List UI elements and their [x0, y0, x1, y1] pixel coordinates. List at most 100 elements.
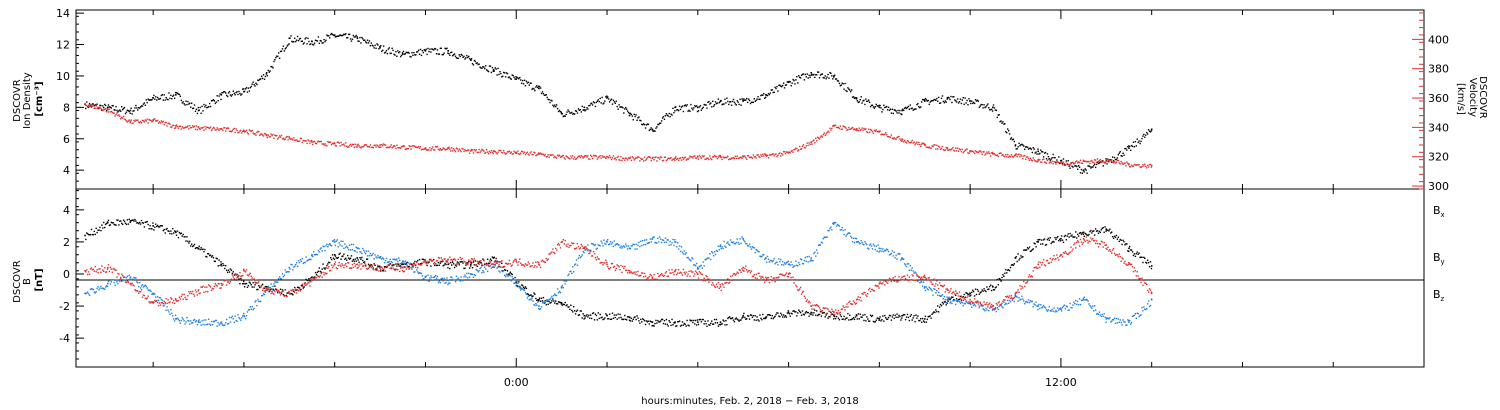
trace-dot: [100, 107, 102, 110]
trace-dot: [645, 158, 648, 160]
trace-dot: [443, 264, 445, 266]
trace-dot: [1116, 322, 1119, 324]
trace-dot: [657, 319, 659, 322]
trace-dot: [1032, 157, 1034, 159]
trace-dot: [109, 266, 112, 269]
data-point-Bx: [220, 263, 223, 266]
trace-dot: [678, 157, 681, 160]
trace-dot: [696, 319, 699, 321]
trace-dot: [739, 156, 741, 159]
trace-dot: [235, 128, 237, 130]
trace-dot: [986, 309, 988, 311]
trace-dot: [430, 275, 432, 277]
trace-dot: [693, 319, 695, 322]
data-point-velocity: [901, 138, 903, 140]
trace-dot: [563, 115, 565, 117]
trace-dot: [532, 153, 534, 156]
trace-dot: [862, 243, 864, 245]
trace-dot: [767, 157, 770, 159]
trace-dot: [164, 232, 166, 234]
trace-dot: [773, 91, 775, 94]
trace-dot: [610, 318, 613, 320]
trace-dot: [319, 248, 321, 250]
trace-dot: [521, 288, 524, 290]
trace-dot: [448, 282, 450, 284]
trace-dot: [590, 102, 593, 104]
trace-dot: [624, 159, 626, 161]
trace-dot: [654, 156, 656, 159]
trace-dot: [181, 126, 183, 128]
trace-dot: [1103, 231, 1105, 234]
trace-dot: [291, 293, 293, 295]
trace-dot: [325, 245, 327, 247]
trace-dot: [699, 265, 702, 267]
trace-dot: [208, 102, 211, 105]
trace-dot: [383, 262, 386, 264]
trace-dot: [1131, 315, 1134, 318]
trace-dot: [374, 254, 376, 256]
trace-dot: [161, 225, 164, 227]
trace-dot: [633, 316, 635, 319]
trace-dot: [1067, 309, 1069, 311]
trace-dot: [951, 101, 953, 104]
trace-dot: [1019, 299, 1021, 301]
trace-dot: [560, 287, 563, 289]
trace-dot: [101, 265, 103, 267]
trace-dot: [357, 259, 359, 261]
trace-dot: [837, 224, 840, 227]
trace-dot: [622, 157, 624, 159]
trace-dot: [307, 37, 309, 40]
trace-dot: [634, 158, 636, 160]
trace-dot: [214, 102, 217, 105]
trace-dot: [1075, 160, 1077, 163]
trace-dot: [717, 325, 720, 327]
trace-dot: [1013, 300, 1016, 303]
trace-dot: [658, 321, 660, 323]
trace-dot: [242, 312, 245, 315]
trace-dot: [1109, 159, 1111, 161]
trace-dot: [284, 269, 286, 271]
trace-dot: [1128, 319, 1131, 322]
data-point-By: [946, 298, 949, 301]
trace-dot: [190, 102, 193, 104]
trace-dot: [138, 122, 141, 124]
trace-dot: [768, 93, 771, 96]
trace-dot: [268, 136, 270, 138]
trace-dot: [685, 159, 687, 161]
trace-dot: [251, 286, 253, 288]
trace-dot: [914, 108, 916, 110]
trace-dot: [224, 324, 226, 326]
trace-dot: [903, 263, 906, 265]
trace-dot: [410, 56, 412, 58]
trace-dot: [839, 125, 842, 127]
trace-dot: [863, 127, 865, 130]
trace-dot: [1036, 153, 1038, 155]
trace-dot: [1086, 234, 1088, 236]
trace-dot: [686, 319, 688, 322]
trace-dot: [703, 155, 705, 157]
trace-dot: [933, 99, 935, 101]
trace-dot: [1043, 306, 1046, 308]
trace-dot: [1126, 324, 1128, 326]
trace-dot: [922, 142, 925, 145]
trace-dot: [368, 40, 371, 42]
trace-dot: [712, 255, 715, 257]
trace-dot: [731, 241, 734, 244]
trace-dot: [989, 108, 992, 111]
trace-dot: [190, 320, 192, 322]
trace-dot: [857, 313, 860, 315]
trace-dot: [897, 253, 899, 255]
trace-dot: [324, 268, 326, 270]
trace-dot: [1079, 159, 1082, 161]
trace-dot: [819, 311, 822, 313]
trace-dot: [126, 219, 129, 221]
trace-dot: [334, 144, 337, 147]
trace-dot: [1118, 321, 1120, 324]
trace-dot: [995, 286, 998, 288]
trace-dot: [609, 318, 612, 321]
trace-dot: [115, 105, 117, 108]
trace-dot: [275, 288, 277, 291]
trace-dot: [1036, 161, 1038, 163]
trace-dot: [744, 99, 746, 101]
trace-dot: [677, 248, 680, 250]
